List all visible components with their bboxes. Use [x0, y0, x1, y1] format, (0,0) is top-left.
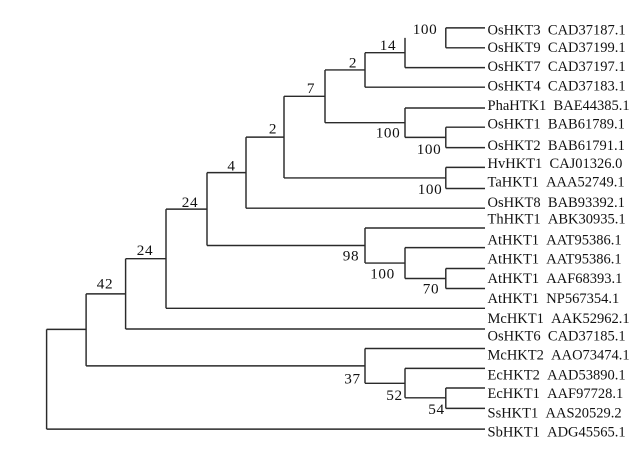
svg-text:70: 70 [423, 281, 439, 298]
svg-text:37: 37 [344, 371, 360, 388]
svg-text:SbHKT1 ADG45565.1: SbHKT1 ADG45565.1 [488, 425, 626, 441]
svg-text:PhaHTK1 BAE44385.1: PhaHTK1 BAE44385.1 [488, 98, 630, 114]
svg-text:OsHKT8 BAB93392.1: OsHKT8 BAB93392.1 [488, 195, 625, 211]
svg-text:98: 98 [343, 248, 359, 265]
svg-text:42: 42 [97, 276, 113, 293]
svg-text:HvHKT1 CAJ01326.0: HvHKT1 CAJ01326.0 [488, 156, 623, 172]
svg-text:100: 100 [417, 141, 442, 158]
svg-text:AtHKT1 AAF68393.1: AtHKT1 AAF68393.1 [488, 271, 623, 287]
svg-text:OsHKT3 CAD37187.1: OsHKT3 CAD37187.1 [488, 22, 626, 38]
svg-text:AtHKT1 AAT95386.1: AtHKT1 AAT95386.1 [488, 251, 622, 267]
svg-text:TaHKT1 AAA52749.1: TaHKT1 AAA52749.1 [488, 175, 625, 191]
svg-text:100: 100 [413, 21, 438, 38]
svg-text:EcHKT1 AAF97728.1: EcHKT1 AAF97728.1 [488, 386, 624, 402]
svg-text:OsHKT2 BAB61791.1: OsHKT2 BAB61791.1 [488, 138, 625, 154]
svg-text:2: 2 [269, 120, 277, 137]
svg-text:AtHKT1 AAT95386.1: AtHKT1 AAT95386.1 [488, 232, 622, 248]
svg-text:ThHKT1 ABK30935.1: ThHKT1 ABK30935.1 [488, 212, 626, 228]
svg-text:100: 100 [418, 181, 443, 198]
svg-text:7: 7 [307, 80, 315, 97]
svg-text:OsHKT6 CAD37185.1: OsHKT6 CAD37185.1 [488, 328, 626, 344]
svg-text:EcHKT2 AAD53890.1: EcHKT2 AAD53890.1 [488, 367, 626, 383]
svg-text:SsHKT1 AAS20529.2: SsHKT1 AAS20529.2 [488, 405, 622, 421]
svg-text:OsHKT9 CAD37199.1: OsHKT9 CAD37199.1 [488, 40, 626, 56]
svg-text:14: 14 [380, 37, 396, 54]
svg-text:52: 52 [386, 387, 402, 404]
svg-text:OsHKT4 CAD37183.1: OsHKT4 CAD37183.1 [488, 79, 626, 95]
svg-text:McHKT2 AAO73474.1: McHKT2 AAO73474.1 [488, 348, 630, 364]
svg-text:2: 2 [349, 55, 357, 72]
svg-text:100: 100 [376, 125, 401, 142]
svg-text:4: 4 [227, 158, 235, 175]
svg-text:54: 54 [428, 401, 444, 418]
svg-text:OsHKT7 CAD37197.1: OsHKT7 CAD37197.1 [488, 59, 626, 75]
svg-text:100: 100 [370, 266, 395, 283]
svg-text:24: 24 [182, 194, 198, 211]
svg-text:AtHKT1 NP567354.1: AtHKT1 NP567354.1 [488, 291, 620, 307]
svg-text:McHKT1 AAK52962.1: McHKT1 AAK52962.1 [488, 311, 630, 327]
svg-text:OsHKT1 BAB61789.1: OsHKT1 BAB61789.1 [488, 117, 625, 133]
svg-text:24: 24 [137, 242, 153, 259]
